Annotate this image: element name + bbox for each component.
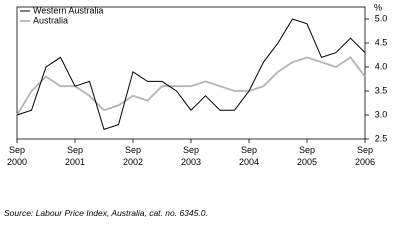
y-tick-label: 3.0 [375,109,388,119]
plot-frame [16,6,366,140]
source-note: Source: Labour Price Index, Australia, c… [4,208,208,218]
y-tick-label: 5.0 [375,13,388,23]
y-axis-label: % [374,2,382,12]
y-tick-label: 4.5 [375,37,388,47]
x-tick-label: Sep 2005 [297,145,317,167]
x-tick-label: Sep 2004 [239,145,259,167]
chart: % Source: Labour Price Index, Australia,… [4,2,388,218]
series-line [16,18,366,131]
y-tick-label: 2.5 [375,133,388,143]
y-tick-label: 3.5 [375,85,388,95]
x-tick-label: Sep 2000 [7,145,27,167]
legend-label: Australia [33,15,68,25]
x-tick-label: Sep 2002 [123,145,143,167]
series-line [16,56,366,116]
page: % Source: Labour Price Index, Australia,… [4,2,388,218]
x-tick-label: Sep 2001 [65,145,85,167]
legend-label: Western Australia [33,5,103,15]
x-tick-label: Sep 2003 [181,145,201,167]
y-tick-label: 4.0 [375,61,388,71]
x-tick-label: Sep 2006 [355,145,375,167]
